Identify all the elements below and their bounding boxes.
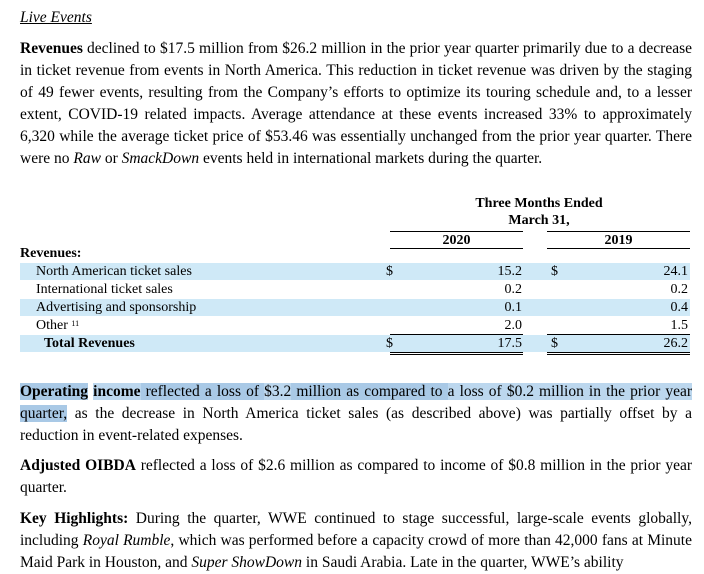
- total-2020: 17.5: [497, 336, 523, 351]
- currency-symbol: $: [551, 336, 558, 351]
- row-label: Advertising and sponsorship: [36, 300, 197, 315]
- period-header-line2: March 31,: [508, 213, 570, 228]
- value-2020: 15.2: [497, 264, 523, 279]
- period-header-line1: Three Months Ended: [475, 196, 603, 211]
- row-label: International ticket sales: [36, 282, 173, 297]
- revenues-text-1: declined to $17.5 million from $26.2 mil…: [20, 40, 692, 167]
- operating-lead-1: Operating: [20, 383, 89, 400]
- operating-income-paragraph: Operating income reflected a loss of $3.…: [20, 381, 693, 447]
- highlights-text-2: , which was performed before a capacity …: [20, 532, 692, 571]
- operating-text-3: million as compared to: [291, 383, 448, 400]
- table-period-header: Three Months Ended March 31,: [390, 195, 688, 229]
- revenues-section-label: Revenues:: [20, 246, 82, 261]
- oibda-lead: Adjusted OIBDA: [20, 457, 136, 474]
- subtotal-rule-2020: [390, 334, 523, 335]
- row-label: Other 11: [36, 317, 79, 334]
- total-label: Total Revenues: [44, 336, 135, 351]
- table-row: International ticket sales 0.2 0.2: [20, 281, 690, 298]
- raw-brand: Raw: [73, 150, 101, 167]
- super-showdown-event: Super ShowDown: [191, 554, 303, 571]
- subtotal-rule-2019: [547, 334, 690, 335]
- footnote-marker: 11: [71, 319, 80, 328]
- table-row: North American ticket sales $ 15.2 $ 24.…: [20, 263, 690, 280]
- revenues-lead: Revenues: [20, 40, 83, 57]
- value-2019: 0.2: [670, 282, 689, 297]
- table-row: Advertising and sponsorship 0.1 0.4: [20, 299, 690, 316]
- highlights-lead: Key Highlights:: [20, 510, 129, 527]
- year-2019-header: 2019: [547, 231, 690, 249]
- section-heading: Live Events: [20, 9, 92, 26]
- year-2020-header: 2020: [390, 231, 523, 249]
- currency-symbol: $: [386, 264, 393, 279]
- revenues-text-2: or: [100, 150, 122, 167]
- currency-symbol: $: [551, 264, 558, 279]
- operating-text-1: reflected a loss of: [140, 383, 265, 400]
- total-2019: 26.2: [663, 336, 689, 351]
- smackdown-brand: SmackDown: [121, 150, 200, 167]
- value-2020: 0.2: [504, 282, 523, 297]
- value-2020: 0.1: [504, 300, 523, 315]
- highlights-text-1: During the quarter, WWE continued to sta…: [20, 510, 692, 549]
- operating-text-5: quarter,: [20, 405, 68, 422]
- key-highlights-paragraph: Key Highlights: During the quarter, WWE …: [20, 508, 692, 574]
- value-2019: 24.1: [663, 264, 689, 279]
- row-label: North American ticket sales: [36, 264, 192, 279]
- row-label-text: Other: [36, 318, 68, 333]
- table-total-row: Total Revenues $ 17.5 $ 26.2: [20, 335, 690, 352]
- revenues-paragraph: Revenues declined to $17.5 million from …: [20, 38, 692, 170]
- adjusted-oibda-paragraph: Adjusted OIBDA reflected a loss of $2.6 …: [20, 455, 692, 499]
- oibda-text: reflected a loss of $2.6 million as comp…: [20, 457, 692, 496]
- operating-text-6: as the decrease in North America ticket …: [20, 405, 692, 444]
- revenues-text-3: events held in international markets dur…: [199, 150, 543, 167]
- currency-symbol: $: [386, 336, 393, 351]
- highlights-text-3: in Saudi Arabia. Late in the quarter, WW…: [302, 554, 624, 571]
- total-rule-2020: [390, 352, 523, 355]
- total-rule-2019: [547, 352, 690, 355]
- value-2019: 1.5: [670, 318, 689, 333]
- operating-lead-2: income: [93, 383, 141, 400]
- operating-text-2: $3.2: [264, 383, 292, 400]
- value-2020: 2.0: [504, 318, 523, 333]
- royal-rumble-event: Royal Rumble: [82, 532, 171, 549]
- value-2019: 0.4: [670, 300, 689, 315]
- table-row: Other 11 2.0 1.5: [20, 317, 690, 334]
- operating-text-4: a loss of $0.2 million in the prior year: [447, 383, 693, 400]
